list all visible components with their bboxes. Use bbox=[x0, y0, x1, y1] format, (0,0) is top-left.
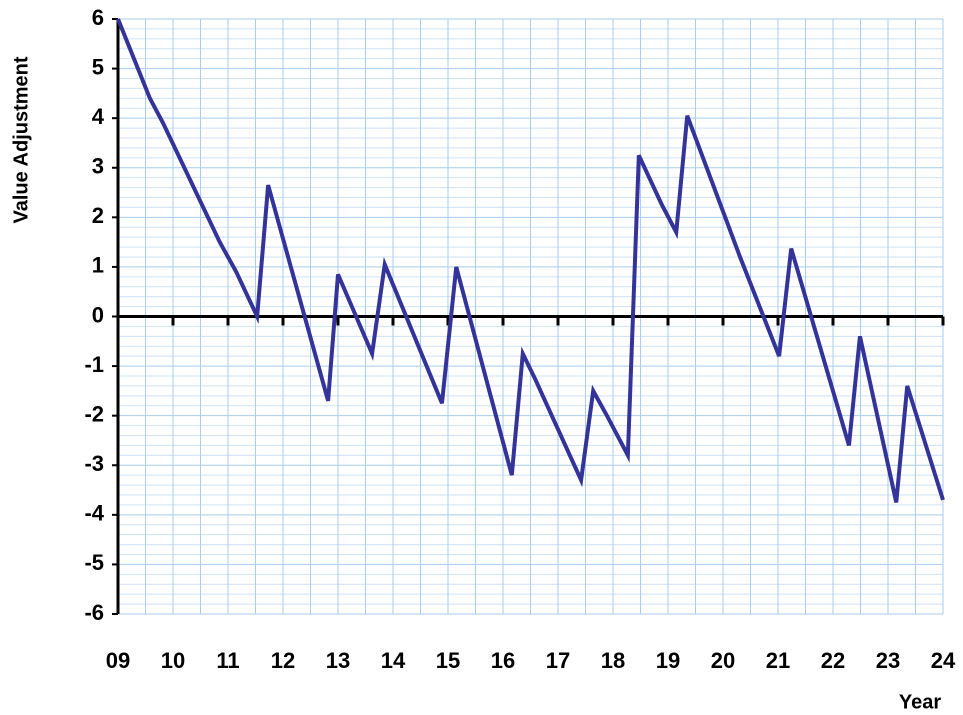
x-tick-label: 18 bbox=[601, 648, 625, 673]
x-tick-label: 17 bbox=[546, 648, 570, 673]
y-tick-label: 1 bbox=[92, 253, 104, 278]
x-tick-label: 10 bbox=[161, 648, 185, 673]
y-tick-label: 2 bbox=[92, 203, 104, 228]
x-tick-label: 11 bbox=[216, 648, 239, 673]
y-tick-label: 3 bbox=[92, 154, 104, 179]
y-tick-label: -3 bbox=[84, 451, 104, 476]
data-line bbox=[116, 18, 945, 503]
x-tick-label: 09 bbox=[106, 648, 130, 673]
y-tick-label: 5 bbox=[92, 54, 104, 79]
x-tick-label: 24 bbox=[931, 648, 956, 673]
x-axis-label: Year bbox=[899, 691, 941, 713]
y-tick-label: -5 bbox=[84, 550, 104, 575]
y-tick-label: -4 bbox=[84, 501, 104, 526]
x-tick-label: 20 bbox=[711, 648, 735, 673]
x-tick-label: 16 bbox=[491, 648, 515, 673]
y-tick-label: -1 bbox=[84, 352, 104, 377]
x-tick-label: 23 bbox=[876, 648, 900, 673]
y-tick-label: -2 bbox=[84, 401, 104, 426]
y-tick-label: 0 bbox=[92, 302, 104, 327]
y-tick-label: 6 bbox=[92, 5, 104, 30]
y-tick-label: -6 bbox=[84, 600, 104, 625]
y-tick-label: 4 bbox=[92, 104, 105, 129]
x-tick-label: 22 bbox=[821, 648, 845, 673]
x-tick-label: 21 bbox=[766, 648, 790, 673]
x-tick-label: 13 bbox=[326, 648, 350, 673]
y-axis-label: Value Adjustment bbox=[10, 56, 32, 223]
x-tick-label: 14 bbox=[381, 648, 406, 673]
x-tick-label: 19 bbox=[656, 648, 680, 673]
x-tick-label: 12 bbox=[271, 648, 295, 673]
x-tick-label: 15 bbox=[436, 648, 460, 673]
